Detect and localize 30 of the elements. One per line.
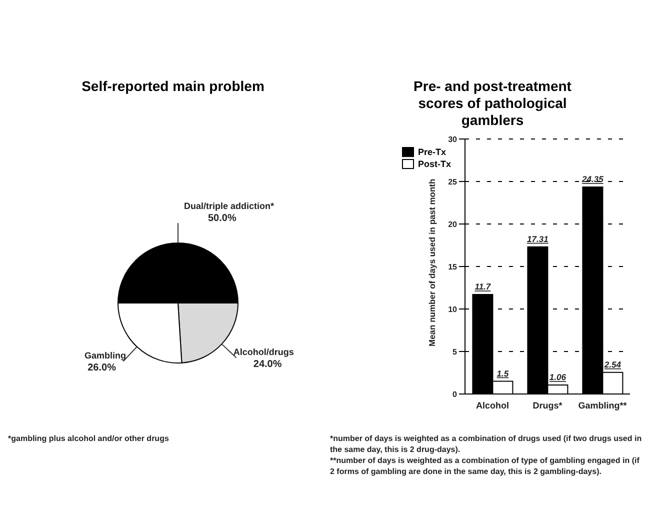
y-tick-label: 20 bbox=[448, 220, 458, 229]
x-tick-label: Alcohol bbox=[476, 400, 509, 410]
slice-label: Alcohol/drugs bbox=[233, 347, 294, 358]
slice-label: Gambling bbox=[84, 350, 126, 360]
text: **number of days is weighted as a combination of type of gambling engaged in (if 2 forms of gambling are done in the same day, this is 2 gambling-days). bbox=[330, 455, 640, 477]
chart-title: Pre- and post-treatment scores of pathological gamblers bbox=[412, 78, 572, 129]
data-label: 11.7 bbox=[474, 282, 492, 292]
legend-label: Pre-Tx bbox=[418, 147, 446, 157]
y-tick-label: 5 bbox=[452, 347, 458, 356]
y-axis-title: Mean number of days used in past month bbox=[427, 178, 438, 346]
y-tick-label: 0 bbox=[452, 390, 458, 399]
y-tick-label: 10 bbox=[448, 304, 458, 314]
data-label: 26.0% bbox=[88, 362, 116, 374]
x-tick-label: Drugs* bbox=[532, 400, 563, 410]
text: *gambling plus alcohol and/or other drugs bbox=[8, 433, 170, 444]
data-label: 24.0% bbox=[253, 359, 282, 370]
slice-label: Dual/triple addiction* bbox=[184, 201, 275, 211]
data-label: 1.06 bbox=[549, 372, 566, 382]
data-label: 50.0% bbox=[208, 213, 236, 224]
legend-label: Post-Tx bbox=[418, 159, 452, 169]
x-tick-label: Gambling** bbox=[578, 400, 628, 410]
data-label: 1.5 bbox=[496, 368, 509, 378]
y-tick-label: 15 bbox=[448, 262, 458, 272]
text: *number of days is weighted as a combination of drugs used (if two drugs used in the same day, this is 2 drug-days). bbox=[330, 433, 642, 455]
data-label: 17.31 bbox=[527, 234, 549, 244]
chart-title: Self-reported main problem bbox=[80, 78, 266, 95]
y-tick-label: 25 bbox=[448, 177, 458, 186]
data-label: 24.35 bbox=[581, 174, 604, 184]
data-label: 2.54 bbox=[603, 359, 622, 370]
y-tick-label: 30 bbox=[448, 134, 458, 144]
